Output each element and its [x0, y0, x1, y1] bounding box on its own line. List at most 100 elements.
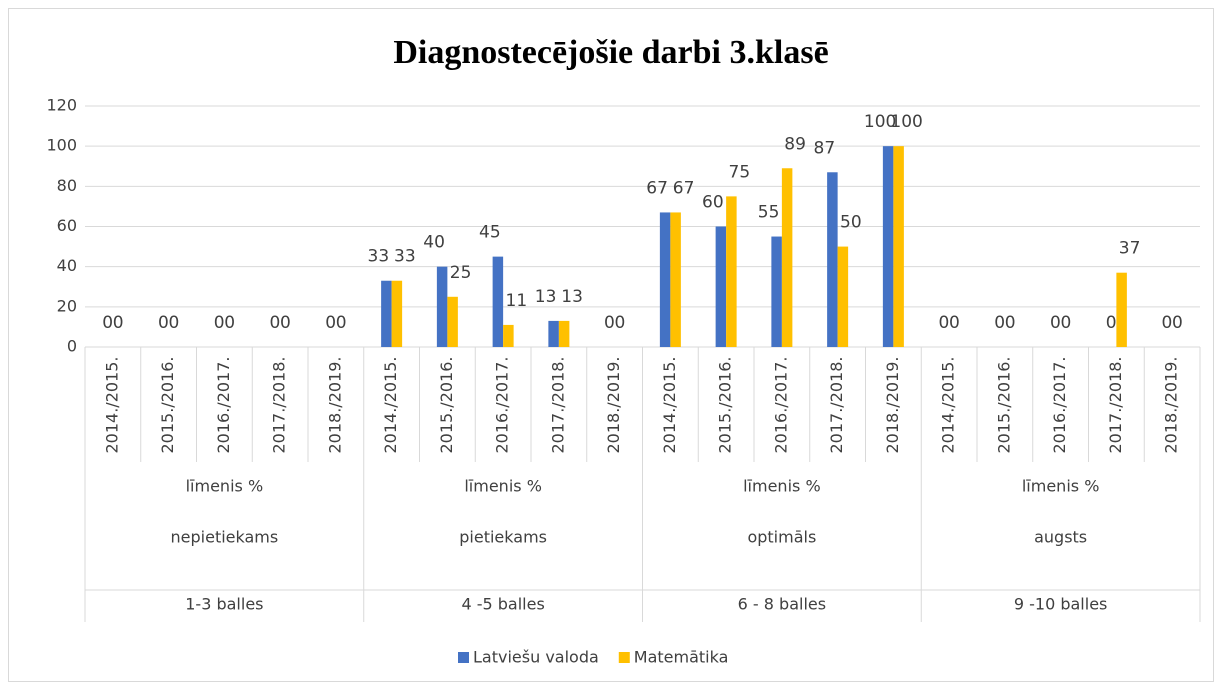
- bar: [827, 172, 838, 347]
- x-tick-label: 2014./2015.: [660, 357, 679, 454]
- group-label: augsts: [1034, 528, 1087, 547]
- data-label: 0: [113, 313, 124, 333]
- x-tick-label: 2016./2017.: [771, 357, 790, 454]
- data-label: 0: [269, 313, 280, 333]
- chart-border: [8, 8, 1214, 682]
- data-label: 0: [224, 313, 235, 333]
- group-label: optimāls: [747, 528, 816, 547]
- bar: [558, 320, 570, 347]
- x-tick-label: 2015./2016.: [437, 357, 456, 454]
- bar: [726, 196, 737, 347]
- group-label: 6 - 8 balles: [738, 595, 826, 614]
- y-tick-label: 60: [57, 216, 77, 235]
- data-label: 100: [890, 112, 922, 132]
- data-label: 0: [1060, 313, 1071, 333]
- group-label: līmenis %: [743, 477, 821, 496]
- data-label: 87: [814, 138, 836, 158]
- bar: [715, 226, 727, 347]
- group-label: pietiekams: [459, 528, 547, 547]
- data-label: 13: [535, 287, 557, 307]
- data-label: 0: [102, 313, 113, 333]
- data-label: 0: [949, 313, 960, 333]
- group-label: līmenis %: [1022, 477, 1100, 496]
- legend-swatch: [618, 652, 630, 663]
- bar: [837, 246, 849, 347]
- bar: [381, 280, 392, 347]
- data-label: 67: [646, 178, 668, 198]
- bar: [391, 280, 403, 347]
- data-label: 75: [729, 162, 751, 182]
- data-label: 40: [423, 233, 445, 253]
- legend-label: Matemātika: [634, 648, 729, 667]
- data-label: 13: [561, 287, 583, 307]
- y-tick-label: 0: [67, 337, 77, 356]
- data-label: 33: [394, 247, 416, 267]
- data-label: 89: [784, 134, 806, 154]
- bar: [771, 236, 782, 347]
- bar: [492, 256, 504, 347]
- legend-label: Latviešu valoda: [473, 648, 599, 667]
- data-label: 0: [938, 313, 949, 333]
- data-label: 0: [1161, 313, 1172, 333]
- data-label: 50: [840, 213, 862, 233]
- x-tick-label: 2017./2018.: [270, 357, 289, 454]
- chart-title: Diagnostecējošie darbi 3.klasē: [393, 34, 828, 71]
- bar: [1116, 272, 1127, 347]
- y-tick-label: 80: [57, 176, 77, 195]
- y-tick-label: 40: [57, 256, 77, 275]
- data-label: 0: [280, 313, 291, 333]
- data-label: 0: [1172, 313, 1183, 333]
- data-label: 0: [614, 313, 625, 333]
- legend-swatch: [458, 652, 469, 663]
- data-label: 11: [506, 291, 528, 311]
- bar: [503, 324, 514, 347]
- data-label: 0: [604, 313, 615, 333]
- x-tick-label: 2017./2018.: [548, 357, 567, 454]
- x-tick-label: 2014./2015.: [939, 357, 958, 454]
- data-label: 67: [673, 178, 695, 198]
- bar: [659, 212, 671, 347]
- x-tick-label: 2016./2017.: [1050, 357, 1069, 454]
- data-label: 0: [325, 313, 336, 333]
- x-tick-label: 2017./2018.: [1106, 357, 1125, 454]
- bar: [447, 296, 458, 347]
- group-label: nepietiekams: [171, 528, 279, 547]
- x-tick-label: 2015./2016.: [994, 357, 1013, 454]
- y-tick-label: 100: [46, 136, 77, 155]
- x-tick-label: 2018./2019.: [325, 357, 344, 454]
- group-label: līmenis %: [186, 477, 264, 496]
- y-tick-label: 20: [57, 296, 77, 315]
- data-label: 0: [1106, 313, 1117, 333]
- x-tick-label: 2015./2016.: [158, 357, 177, 454]
- bar: [882, 146, 894, 347]
- data-label: 0: [1005, 313, 1016, 333]
- data-label: 0: [168, 313, 179, 333]
- bar: [781, 168, 793, 347]
- group-label: 1-3 balles: [185, 595, 263, 614]
- data-label: 0: [158, 313, 169, 333]
- bar: [548, 320, 559, 347]
- data-label: 25: [450, 263, 472, 283]
- x-tick-label: 2014./2015.: [381, 357, 400, 454]
- x-tick-label: 2014./2015.: [102, 357, 121, 454]
- bar: [670, 212, 681, 347]
- data-label: 0: [336, 313, 347, 333]
- data-label: 60: [702, 193, 724, 213]
- data-label: 55: [758, 203, 780, 223]
- data-label: 45: [479, 223, 501, 243]
- bar: [436, 266, 448, 347]
- data-label: 0: [994, 313, 1005, 333]
- group-label: 4 -5 balles: [461, 595, 544, 614]
- group-label: 9 -10 balles: [1014, 595, 1108, 614]
- x-tick-label: 2016./2017.: [493, 357, 512, 454]
- bar: [893, 146, 904, 347]
- group-label: līmenis %: [464, 477, 542, 496]
- x-tick-label: 2018./2019.: [883, 357, 902, 454]
- x-tick-label: 2015./2016.: [716, 357, 735, 454]
- data-label: 37: [1119, 239, 1141, 259]
- x-tick-label: 2016./2017.: [214, 357, 233, 454]
- y-tick-label: 120: [46, 96, 77, 115]
- data-label: 0: [1050, 313, 1061, 333]
